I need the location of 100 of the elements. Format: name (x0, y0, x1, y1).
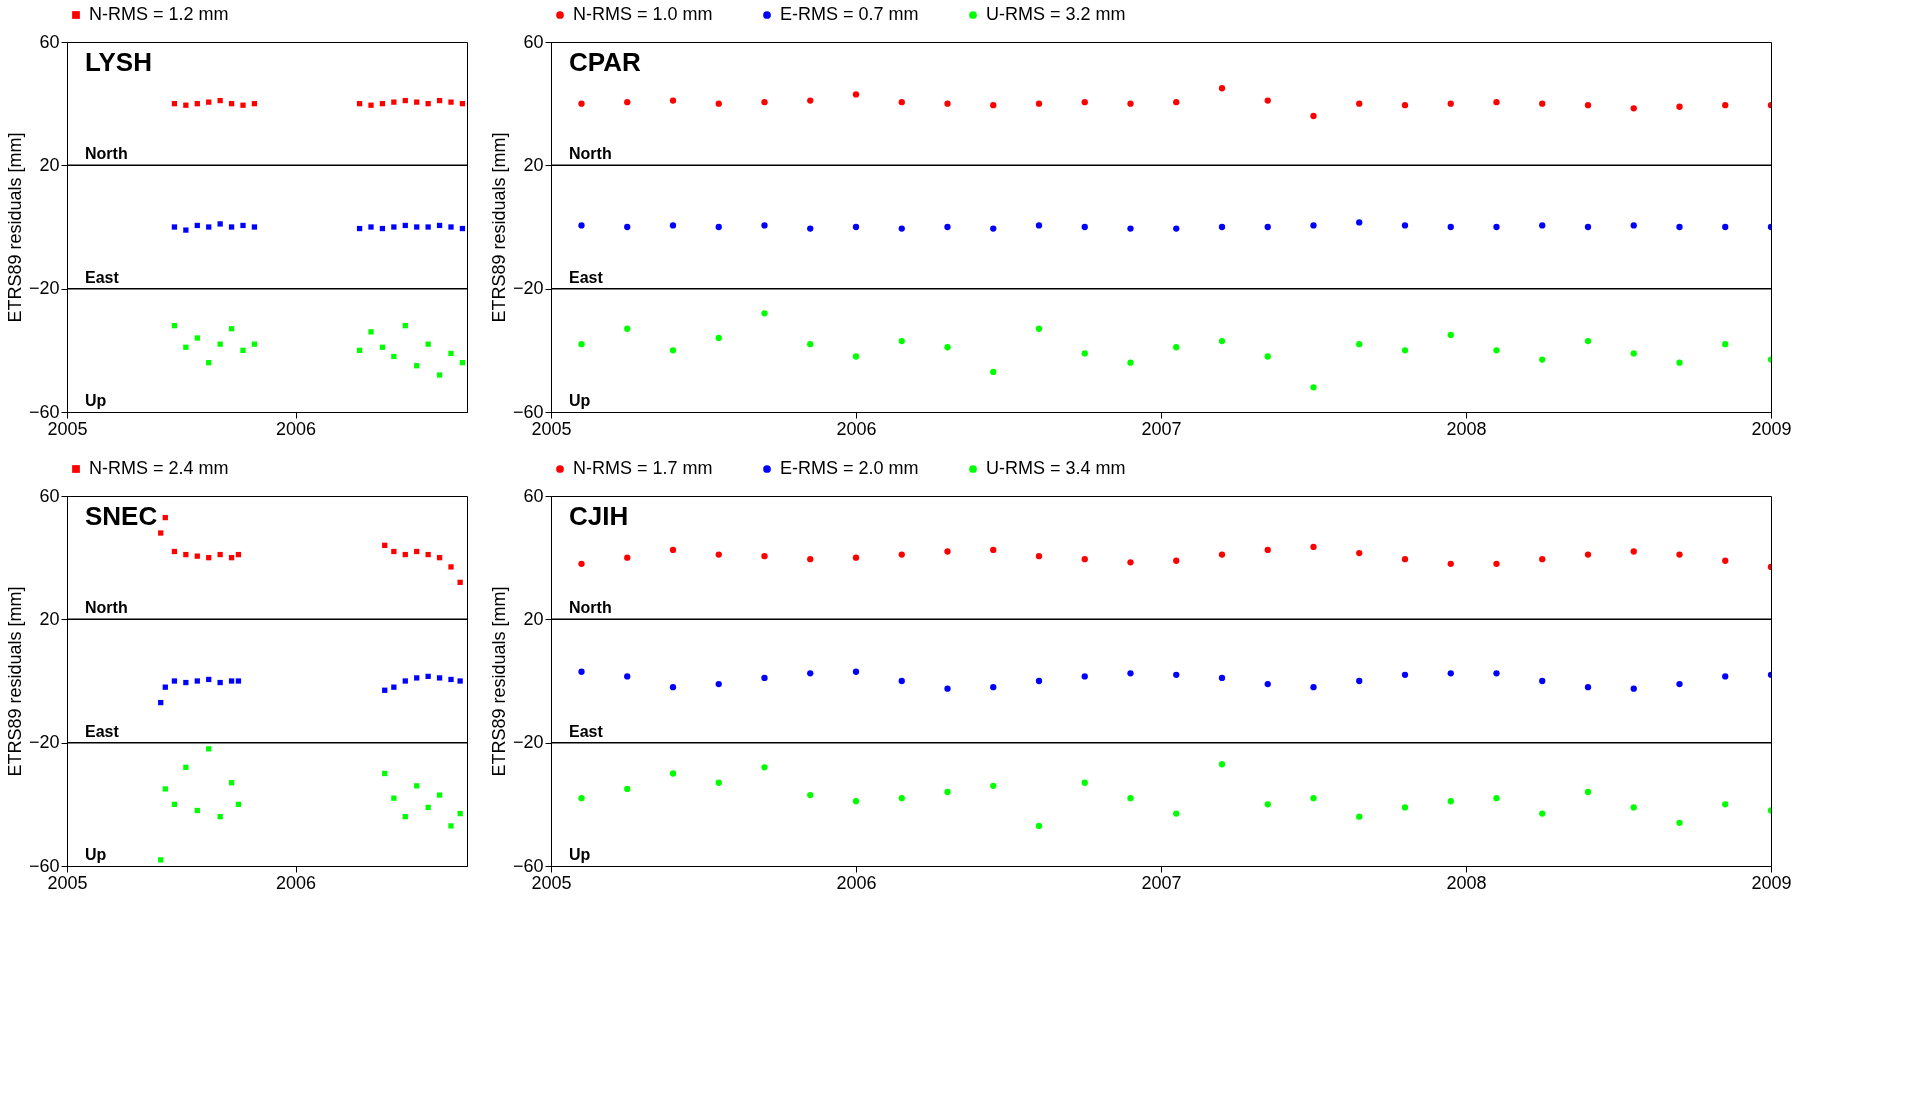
point (1722, 102, 1729, 109)
point (761, 310, 768, 317)
point (391, 684, 397, 690)
point (457, 678, 463, 684)
point (162, 786, 168, 792)
point (1081, 779, 1088, 786)
chart-title: CJIH (569, 501, 629, 531)
point (761, 764, 768, 771)
y-axis-title: ETRS89 residuals [mm] (4, 586, 25, 777)
point (1218, 761, 1226, 768)
point (898, 677, 905, 685)
point (1127, 559, 1134, 566)
point (1630, 685, 1637, 692)
point (171, 678, 178, 684)
point (990, 546, 997, 554)
annotation: North (569, 145, 612, 163)
point (715, 551, 722, 558)
point (1493, 347, 1500, 354)
point (898, 337, 905, 345)
point (1310, 112, 1317, 120)
point (1035, 822, 1043, 830)
point (1447, 331, 1454, 339)
point (1127, 100, 1134, 107)
point (1173, 344, 1180, 351)
point (1356, 100, 1363, 107)
y-tick-label: −20 (512, 278, 544, 299)
x-tick-label: 2006 (836, 872, 877, 893)
legend-label: E-RMS = 0.7 mm (780, 4, 919, 24)
point (1493, 98, 1500, 106)
point (448, 564, 454, 570)
point (194, 678, 200, 684)
point (990, 684, 997, 691)
point (1310, 684, 1317, 691)
point (1676, 551, 1683, 558)
point (715, 334, 722, 342)
legend-label: U-RMS = 3.4 mm (986, 458, 1126, 478)
annotation: East (569, 722, 604, 740)
chart-title: CPAR (569, 47, 641, 77)
point (1218, 337, 1226, 345)
point (1127, 225, 1134, 232)
point (1035, 677, 1043, 685)
point (1539, 677, 1546, 685)
point (1173, 557, 1180, 564)
point (852, 91, 860, 98)
legend-label: U-RMS = 3.2 mm (986, 4, 1126, 24)
point (425, 341, 431, 347)
point (1127, 670, 1134, 677)
point (1584, 337, 1592, 345)
y-tick-label: 20 (523, 154, 544, 175)
point (669, 770, 677, 777)
y-axis-title: ETRS89 residuals [mm] (4, 132, 25, 323)
point (1630, 804, 1637, 811)
point (436, 792, 443, 798)
point (1401, 347, 1409, 354)
point (669, 347, 677, 354)
point (944, 548, 951, 555)
point (1081, 556, 1088, 563)
point (1401, 671, 1409, 678)
x-tick-label: 2007 (1141, 872, 1182, 893)
point (1310, 543, 1317, 551)
point (1493, 670, 1500, 677)
point (1264, 801, 1271, 808)
point (1447, 670, 1454, 677)
point (1218, 674, 1226, 682)
point (1356, 549, 1363, 557)
point (240, 222, 246, 229)
point (1676, 819, 1683, 826)
point (669, 684, 677, 691)
point (944, 223, 951, 231)
point (448, 99, 454, 105)
point (990, 102, 997, 109)
point (807, 556, 814, 563)
chart-title: SNEC (85, 501, 158, 531)
point (217, 341, 223, 347)
point (1676, 223, 1683, 231)
point (171, 224, 178, 230)
point (1081, 223, 1088, 231)
point (1630, 350, 1637, 357)
point (183, 679, 189, 686)
point (1539, 356, 1546, 363)
point (624, 785, 631, 793)
y-tick-label: 60 (39, 485, 60, 506)
point (1035, 222, 1043, 229)
point (807, 341, 814, 348)
x-tick-label: 2006 (836, 418, 877, 439)
point (1173, 98, 1180, 106)
point (578, 668, 585, 675)
x-tick-label: 2006 (276, 872, 317, 893)
legend-label: N-RMS = 1.2 mm (89, 4, 229, 24)
point (448, 676, 454, 683)
point (1218, 85, 1226, 92)
point (217, 814, 223, 820)
point (669, 546, 677, 554)
point (1493, 795, 1500, 802)
point (158, 530, 164, 536)
point (448, 350, 454, 357)
point (715, 680, 722, 688)
point (448, 224, 454, 230)
point (194, 335, 200, 341)
x-tick-label: 2006 (276, 418, 317, 439)
